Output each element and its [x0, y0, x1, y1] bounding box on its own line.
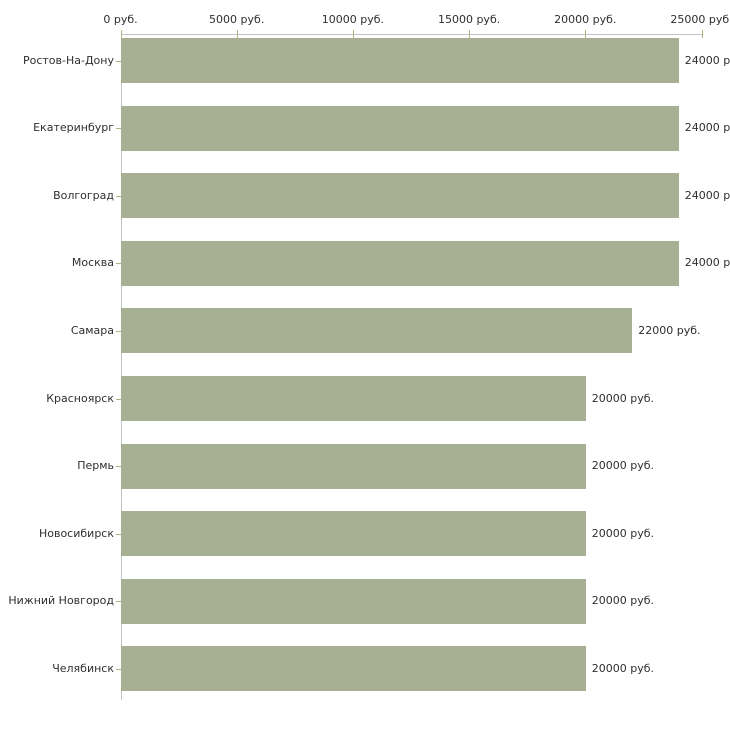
value-label: 24000 руб.	[684, 53, 730, 67]
y-axis-tick	[116, 398, 121, 400]
category-label: Челябинск	[52, 661, 114, 675]
x-axis-tick	[352, 29, 354, 38]
category-label: Нижний Новгород	[8, 594, 114, 608]
value-label: 20000 руб.	[591, 526, 655, 540]
value-label: 20000 руб.	[591, 594, 655, 608]
x-axis-tick-label: 20000 руб.	[554, 13, 617, 26]
category-label: Волгоград	[53, 188, 114, 202]
value-label: 20000 руб.	[591, 391, 655, 405]
category-label: Москва	[71, 256, 114, 270]
x-axis-tick-label: 15000 руб.	[437, 13, 501, 26]
x-axis-tick	[469, 29, 471, 38]
value-label: 20000 руб.	[591, 459, 655, 473]
value-label: 20000 руб.	[591, 661, 655, 675]
x-axis-tick-label: 10000 руб.	[321, 13, 385, 26]
x-axis-tick	[236, 29, 238, 38]
bar	[121, 173, 679, 219]
y-axis-tick	[116, 533, 121, 535]
x-axis-tick	[120, 29, 122, 38]
y-axis-tick	[116, 195, 121, 197]
bar	[121, 105, 679, 151]
value-label: 22000 руб.	[638, 323, 701, 337]
category-label: Екатеринбург	[33, 121, 114, 135]
value-label: 24000 руб.	[684, 188, 730, 202]
x-axis-tick	[585, 29, 587, 38]
x-axis-tick-label: 0 руб.	[103, 13, 138, 26]
category-label: Ростов-На-Дону	[22, 53, 114, 67]
y-axis-tick	[116, 128, 121, 130]
y-axis-tick	[116, 330, 121, 332]
category-label: Новосибирск	[38, 526, 114, 540]
bar	[121, 38, 679, 83]
value-label: 24000 руб.	[684, 256, 730, 270]
y-axis-tick	[116, 466, 121, 468]
y-axis-tick	[116, 668, 121, 670]
category-label: Красноярск	[46, 391, 114, 405]
value-label: 24000 руб.	[684, 121, 730, 135]
category-label: Пермь	[77, 459, 114, 473]
bar	[121, 646, 586, 692]
bar	[121, 308, 633, 354]
y-axis-tick	[116, 60, 121, 62]
x-axis-tick	[701, 29, 703, 38]
x-axis-line	[120, 33, 702, 35]
x-axis-tick-label: 25000 руб.	[670, 13, 730, 26]
y-axis-line	[120, 33, 122, 700]
bar	[121, 578, 586, 624]
category-label: Самара	[70, 323, 114, 337]
x-axis-tick-label: 5000 руб.	[209, 13, 265, 26]
bar	[121, 240, 679, 286]
y-axis-tick	[116, 601, 121, 603]
bar	[121, 511, 586, 557]
bar	[121, 443, 586, 489]
bar	[121, 376, 586, 421]
y-axis-tick	[116, 263, 121, 265]
